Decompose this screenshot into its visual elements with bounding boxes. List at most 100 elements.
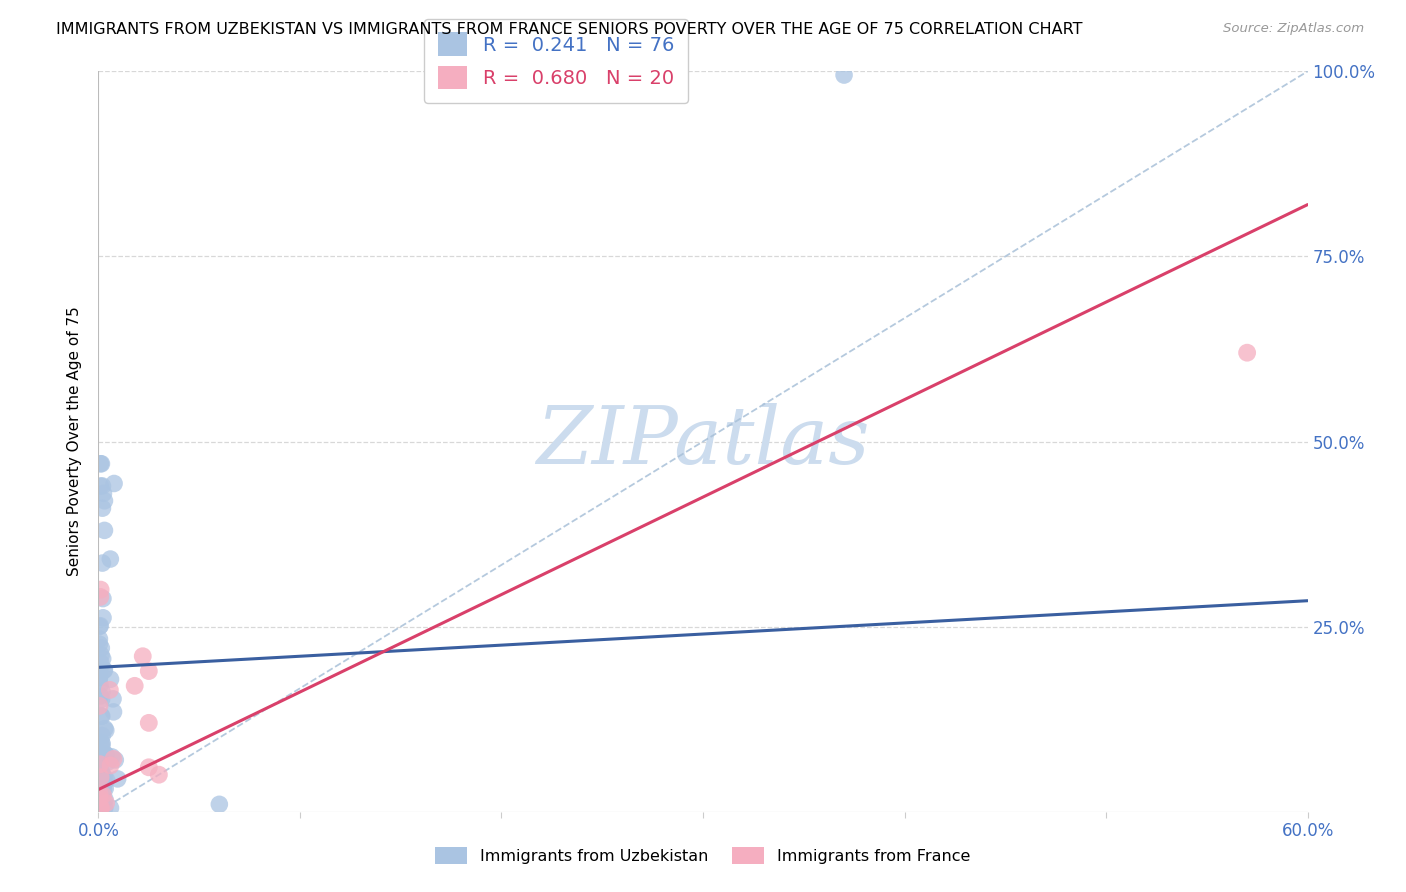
Point [96,772,118,787]
Point [103,476,125,491]
Point [138,664,160,678]
Point [93,782,115,797]
Point [89,746,111,760]
Point [97,755,120,769]
Point [93,663,115,677]
Y-axis label: Seniors Poverty Over the Age of 75: Seniors Poverty Over the Age of 75 [67,307,83,576]
Point [208,797,231,812]
Point [103,705,125,719]
Point [89,632,111,646]
Point [93,770,115,784]
Point [93,801,115,815]
Point [89,479,111,493]
Point [91,729,114,743]
Point [1236,345,1258,359]
Point [103,752,125,766]
Point [832,68,855,82]
Point [94,796,117,810]
Point [138,760,160,774]
Point [90,801,112,815]
Point [89,757,111,772]
Point [93,486,115,500]
Point [101,691,124,706]
Point [91,749,114,764]
Point [89,590,111,604]
Point [89,663,111,677]
Point [90,739,112,753]
Point [104,753,127,767]
Point [89,790,111,805]
Point [89,698,111,713]
Point [90,692,112,706]
Point [93,524,115,538]
Point [89,791,111,805]
Point [100,672,122,686]
Point [94,747,117,762]
Point [89,637,111,651]
Point [94,722,117,736]
Point [90,582,112,597]
Point [89,619,111,633]
Point [91,788,114,802]
Point [93,749,115,764]
Point [93,493,115,508]
Point [91,611,114,625]
Point [89,619,111,633]
Point [91,501,114,516]
Point [90,792,112,806]
Point [89,757,111,772]
Point [124,679,146,693]
Point [89,792,111,806]
Point [90,735,112,749]
Point [91,652,114,666]
Legend: Immigrants from Uzbekistan, Immigrants from France: Immigrants from Uzbekistan, Immigrants f… [429,840,977,871]
Point [89,457,111,471]
Point [91,591,114,606]
Point [89,789,111,803]
Point [89,787,111,801]
Point [138,715,160,730]
Point [89,678,111,692]
Point [101,750,124,764]
Point [90,788,112,802]
Point [89,791,111,805]
Point [93,663,115,677]
Point [148,767,170,781]
Point [93,776,115,790]
Point [89,785,111,799]
Point [90,684,112,698]
Point [91,737,114,751]
Point [98,682,121,697]
Point [94,781,117,796]
Point [107,772,129,786]
Point [90,770,112,784]
Point [89,669,111,683]
Point [90,457,112,471]
Point [91,556,114,570]
Point [90,798,112,813]
Legend: R =  0.241   N = 76, R =  0.680   N = 20: R = 0.241 N = 76, R = 0.680 N = 20 [425,19,688,103]
Point [90,709,112,723]
Point [89,752,111,766]
Point [90,648,112,662]
Point [91,776,114,790]
Point [94,747,117,762]
Point [90,756,112,771]
Point [89,801,111,815]
Point [94,723,117,738]
Point [89,671,111,685]
Text: IMMIGRANTS FROM UZBEKISTAN VS IMMIGRANTS FROM FRANCE SENIORS POVERTY OVER THE AG: IMMIGRANTS FROM UZBEKISTAN VS IMMIGRANTS… [56,22,1083,37]
Point [90,789,112,803]
Point [100,758,122,772]
Point [89,689,111,703]
Point [89,661,111,675]
Point [90,767,112,781]
Text: Source: ZipAtlas.com: Source: ZipAtlas.com [1223,22,1364,36]
Point [91,479,114,493]
Text: ZIPatlas: ZIPatlas [536,403,870,480]
Point [90,709,112,723]
Point [90,656,112,670]
Point [94,792,117,806]
Point [90,801,112,815]
Point [132,649,155,664]
